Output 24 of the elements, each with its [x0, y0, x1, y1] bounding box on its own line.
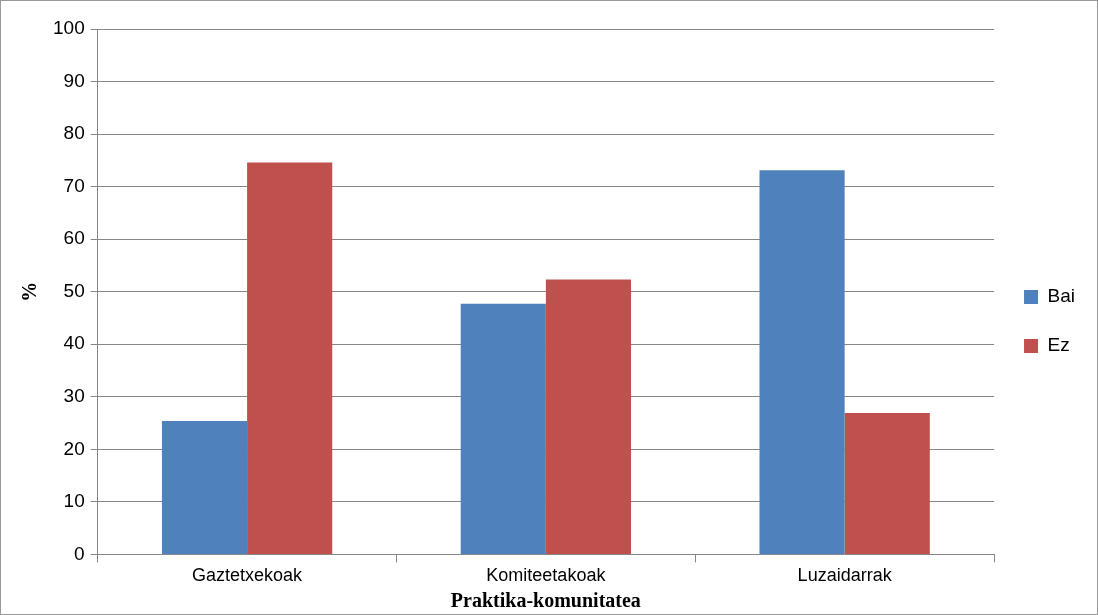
- x-tick-label: Gaztetxekoak: [192, 565, 304, 586]
- legend-label: Ez: [1047, 334, 1070, 356]
- y-tick-label: 50: [63, 279, 85, 301]
- y-tick-label: 90: [63, 69, 85, 91]
- x-tick-label: Luzaidarrak: [797, 565, 893, 586]
- y-tick-label: 100: [53, 17, 85, 39]
- y-tick-label: 20: [63, 437, 85, 459]
- bar: [161, 420, 248, 554]
- bar: [460, 303, 546, 554]
- y-tick-label: 30: [63, 385, 85, 407]
- y-tick-label: 10: [63, 490, 85, 512]
- bar: [759, 170, 845, 554]
- y-tick-label: 0: [74, 542, 85, 564]
- y-tick-label: 40: [63, 332, 85, 354]
- x-tick-label: Komiteetakoak: [486, 565, 607, 586]
- y-axis-title: %: [18, 281, 41, 302]
- bar: [247, 162, 333, 554]
- x-axis-title: Praktika-komunitatea: [450, 589, 641, 612]
- y-tick-label: 70: [63, 174, 85, 196]
- bar: [844, 413, 930, 554]
- legend-label: Bai: [1047, 285, 1076, 307]
- y-tick-label: 60: [63, 227, 85, 249]
- bar: [545, 279, 632, 554]
- y-tick-label: 80: [63, 122, 85, 144]
